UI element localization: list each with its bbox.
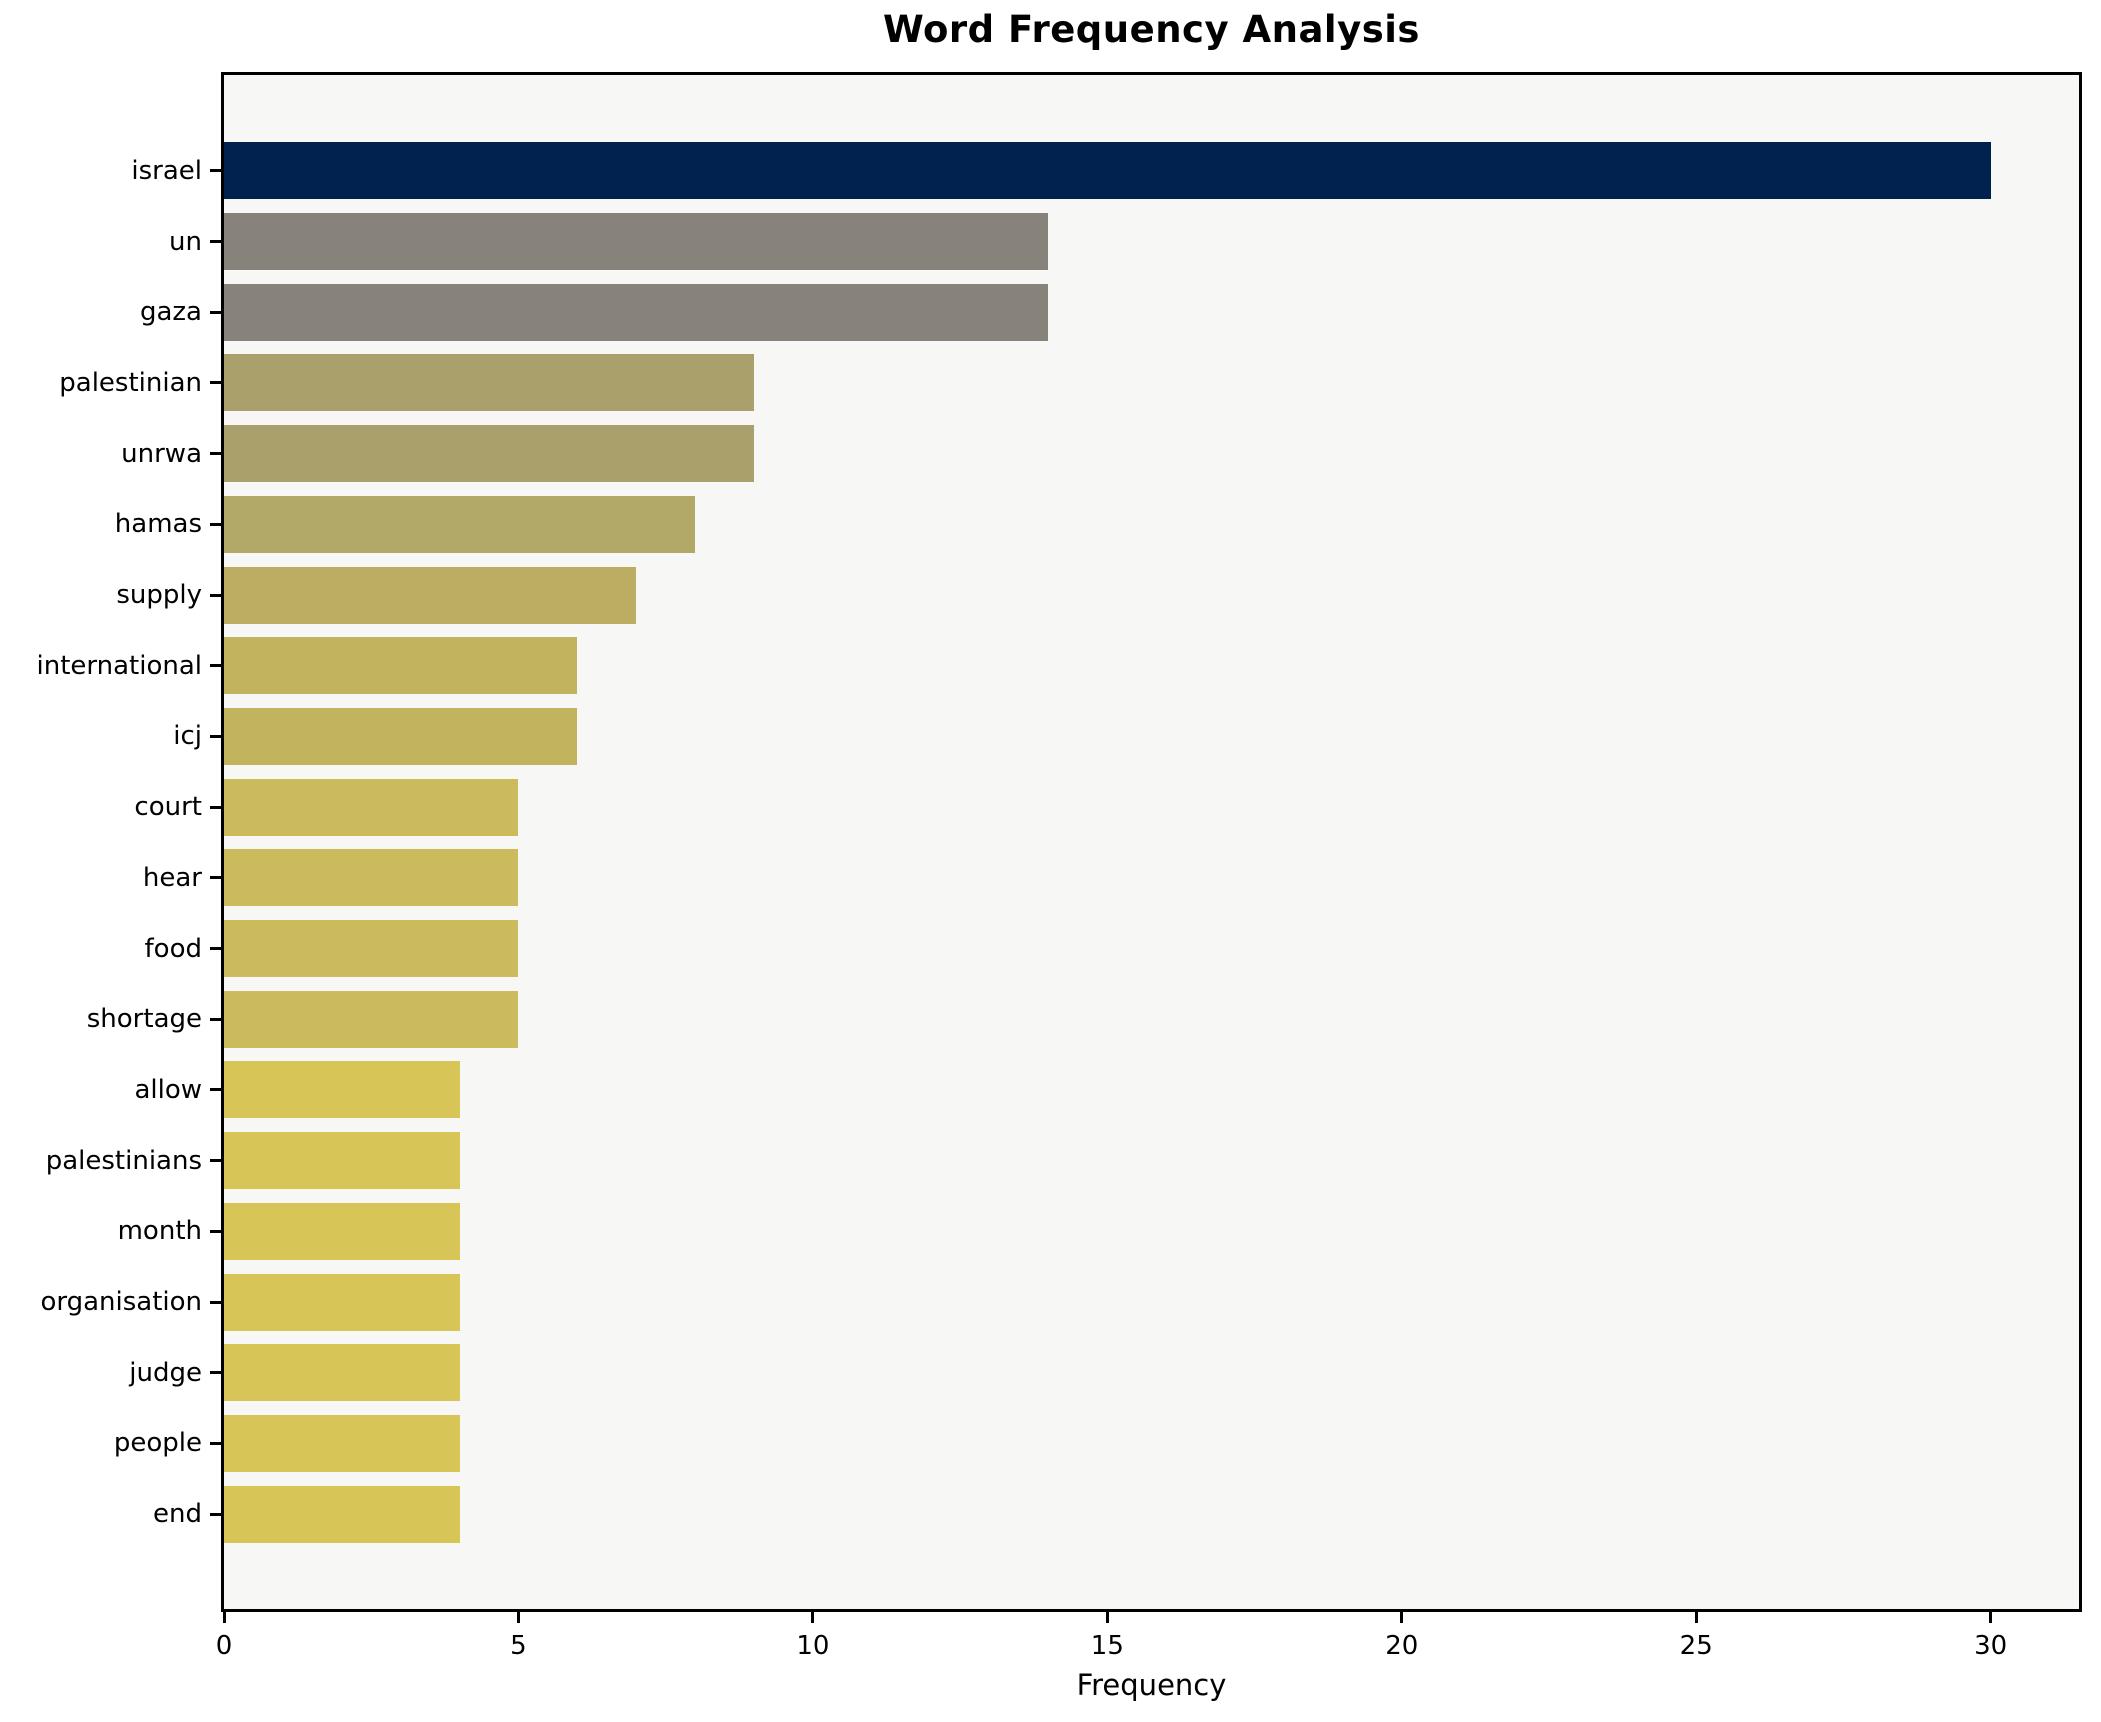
y-tick-palestinians (210, 1159, 221, 1163)
y-tick-shortage (210, 1017, 221, 1021)
bar-hear (224, 849, 519, 907)
y-tick-allow (210, 1088, 221, 1092)
x-tick-15 (1105, 1612, 1109, 1623)
x-tick-label-25: 25 (1679, 1631, 1713, 1661)
x-tick-30 (1989, 1612, 1993, 1623)
bar-month (224, 1202, 460, 1260)
x-tick-label-30: 30 (1974, 1631, 2008, 1661)
y-tick-organisation (210, 1300, 221, 1304)
y-tick-label-gaza: gaza (139, 297, 202, 328)
x-tick-25 (1694, 1612, 1698, 1623)
y-tick-icj (210, 734, 221, 738)
x-tick-0 (222, 1612, 226, 1623)
y-tick-people (210, 1441, 221, 1445)
y-tick-unrwa (210, 452, 221, 456)
bar-end (224, 1485, 460, 1543)
bar-people (224, 1414, 460, 1472)
y-tick-label-hamas: hamas (114, 509, 202, 540)
y-tick-label-hear: hear (142, 862, 202, 893)
y-tick-label-judge: judge (129, 1357, 202, 1388)
x-tick-label-10: 10 (796, 1631, 830, 1661)
y-tick-label-icj: icj (173, 721, 202, 752)
y-tick-hear (210, 876, 221, 880)
y-tick-label-food: food (144, 933, 202, 964)
y-tick-label-month: month (117, 1216, 202, 1247)
bar-icj (224, 707, 578, 765)
y-tick-label-palestinian: palestinian (59, 367, 202, 398)
y-tick-label-un: un (169, 226, 202, 257)
y-tick-label-court: court (134, 792, 202, 823)
x-tick-20 (1400, 1612, 1404, 1623)
y-tick-international (210, 664, 221, 668)
bar-organisation (224, 1273, 460, 1331)
y-tick-label-israel: israel (131, 155, 202, 186)
y-tick-label-organisation: organisation (40, 1287, 202, 1318)
y-tick-supply (210, 593, 221, 597)
bar-judge (224, 1344, 460, 1402)
y-tick-label-palestinians: palestinians (45, 1145, 202, 1176)
y-tick-label-people: people (113, 1428, 202, 1459)
bar-international (224, 637, 578, 695)
bar-shortage (224, 990, 519, 1048)
y-tick-court (210, 805, 221, 809)
y-tick-end (210, 1512, 221, 1516)
y-tick-label-international: international (36, 650, 203, 681)
x-tick-label-0: 0 (215, 1631, 233, 1661)
bar-un (224, 213, 1049, 271)
y-tick-judge (210, 1371, 221, 1375)
bar-palestinians (224, 1132, 460, 1190)
y-tick-label-shortage: shortage (86, 1004, 202, 1035)
x-tick-label-20: 20 (1385, 1631, 1419, 1661)
x-axis-label: Frequency (1076, 1668, 1227, 1702)
y-tick-label-unrwa: unrwa (121, 438, 202, 469)
x-tick-label-5: 5 (510, 1631, 527, 1661)
y-tick-israel (210, 169, 221, 173)
y-tick-hamas (210, 522, 221, 526)
y-tick-label-supply: supply (116, 580, 202, 611)
y-tick-food (210, 947, 221, 951)
y-tick-palestinian (210, 381, 221, 385)
bar-palestinian (224, 354, 754, 412)
y-tick-label-end: end (153, 1499, 202, 1530)
bar-food (224, 920, 519, 978)
y-tick-month (210, 1229, 221, 1233)
bar-supply (224, 566, 637, 624)
y-tick-label-allow: allow (134, 1074, 202, 1105)
x-tick-label-15: 15 (1090, 1631, 1124, 1661)
bar-israel (224, 142, 1991, 200)
y-tick-gaza (210, 310, 221, 314)
chart-title: Word Frequency Analysis (883, 8, 1420, 51)
bar-court (224, 778, 519, 836)
bar-hamas (224, 495, 696, 553)
bar-allow (224, 1061, 460, 1119)
bars-layer (224, 75, 2079, 1609)
x-tick-5 (516, 1612, 520, 1623)
plot-area (221, 72, 2082, 1612)
x-tick-10 (811, 1612, 815, 1623)
bar-unrwa (224, 425, 754, 483)
bar-gaza (224, 283, 1049, 341)
y-tick-un (210, 240, 221, 244)
